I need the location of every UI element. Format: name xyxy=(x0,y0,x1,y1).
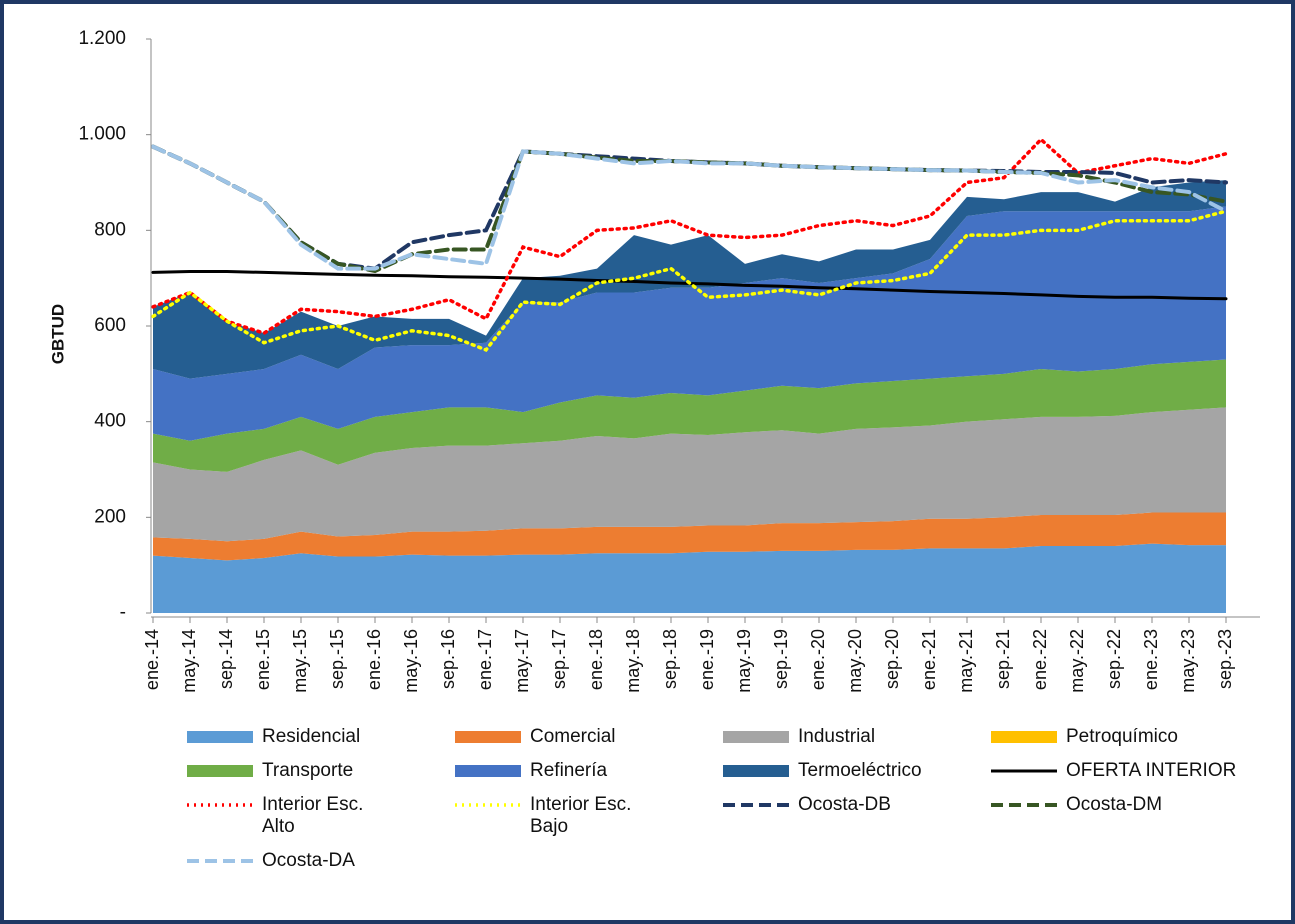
x-tick-label: sep.-14 xyxy=(216,629,236,689)
x-tick-label: may.-17 xyxy=(512,629,532,693)
area-segment xyxy=(153,543,1226,613)
x-tick-label: ene.-16 xyxy=(364,629,384,690)
legend-label: Ocosta-DA xyxy=(262,850,355,871)
legend-item: Ocosta-DM xyxy=(988,794,1264,838)
legend-item: Residencial xyxy=(184,726,452,748)
x-tick-label: may.-18 xyxy=(623,629,643,693)
y-tick-label: - xyxy=(120,602,126,623)
x-tick-label: sep.-22 xyxy=(1104,629,1124,689)
x-tick-label: ene.-21 xyxy=(919,629,939,690)
x-tick-label: may.-15 xyxy=(290,629,310,693)
legend-label: Comercial xyxy=(530,726,616,747)
x-tick-label: sep.-23 xyxy=(1215,629,1235,689)
x-tick-label: ene.-23 xyxy=(1141,629,1161,690)
x-tick-label: may.-22 xyxy=(1067,629,1087,693)
legend-swatch xyxy=(991,769,1057,773)
area-segment xyxy=(153,512,1226,561)
legend-label: Transporte xyxy=(262,760,354,781)
x-tick-label: may.-23 xyxy=(1178,629,1198,693)
legend-swatch xyxy=(723,803,789,807)
legend-swatch xyxy=(455,765,521,777)
x-tick-label: may.-20 xyxy=(845,629,865,693)
legend-swatch xyxy=(723,765,789,777)
legend-item: Interior Esc. Alto xyxy=(184,794,452,838)
x-tick-label: ene.-22 xyxy=(1030,629,1050,690)
chart: GBTUD - 200 400 600 800 1.000 1.200 ene.-14 may.… xyxy=(48,28,1260,693)
x-tick-label: sep.-17 xyxy=(549,629,569,689)
x-tick-label: ene.-17 xyxy=(475,629,495,690)
x-tick-label: may.-21 xyxy=(956,629,976,693)
legend-label: Residencial xyxy=(262,726,361,747)
x-tick-label: ene.-18 xyxy=(586,629,606,690)
x-tick-label: sep.-19 xyxy=(771,629,791,689)
x-tick-label: sep.-21 xyxy=(993,629,1013,689)
legend-item: Transporte xyxy=(184,760,452,782)
legend-swatch xyxy=(723,731,789,743)
x-tick-label: ene.-19 xyxy=(697,629,717,690)
x-tick-label: may.-14 xyxy=(179,629,199,693)
x-tick-label: sep.-15 xyxy=(327,629,347,689)
legend-label: Interior Esc. Alto xyxy=(262,794,364,837)
legend-item: Industrial xyxy=(720,726,988,748)
legend-swatch xyxy=(187,765,253,777)
legend: Residencial Comercial Industrial Petroquími… xyxy=(184,726,1264,872)
x-tick-label: may.-16 xyxy=(401,629,421,693)
y-tick-label: 800 xyxy=(94,219,126,240)
legend-swatch xyxy=(455,731,521,743)
legend-label: Ocosta-DM xyxy=(1066,794,1163,815)
legend-label: Ocosta-DB xyxy=(798,794,891,815)
legend-item: Interior Esc. Bajo xyxy=(452,794,720,838)
legend-item: OFERTA INTERIOR xyxy=(988,760,1264,782)
x-tick-label: ene.-20 xyxy=(808,629,828,690)
x-tick-label: ene.-15 xyxy=(253,629,273,690)
x-tick-label: may.-19 xyxy=(734,629,754,693)
y-axis-label: GBTUD xyxy=(48,304,67,364)
y-tick-label: 400 xyxy=(94,411,126,432)
area-segment xyxy=(153,407,1226,542)
x-tick-label: sep.-20 xyxy=(882,629,902,689)
legend-label: Petroquímico xyxy=(1066,726,1178,747)
y-tick-label: 1.000 xyxy=(78,124,126,145)
x-tick-label: sep.-16 xyxy=(438,629,458,689)
legend-swatch xyxy=(991,803,1057,807)
area-segment xyxy=(153,206,1226,441)
area-segment xyxy=(153,180,1226,379)
x-tick-label: ene.-14 xyxy=(142,629,162,690)
x-tick-label: sep.-18 xyxy=(660,629,680,689)
legend-label: Interior Esc. Bajo xyxy=(530,794,632,837)
legend-item: Ocosta-DB xyxy=(720,794,988,838)
y-tick-label: 1.200 xyxy=(78,28,126,49)
y-tick-label: 200 xyxy=(94,506,126,527)
y-tick-label: 600 xyxy=(94,315,126,336)
legend-swatch xyxy=(991,731,1057,743)
legend-label: OFERTA INTERIOR xyxy=(1066,760,1237,781)
line-series xyxy=(151,144,1228,271)
legend-item: Ocosta-DA xyxy=(184,850,452,872)
legend-swatch xyxy=(187,803,253,807)
legend-item: Comercial xyxy=(452,726,720,748)
legend-label: Termoeléctrico xyxy=(798,760,922,781)
legend-label: Refinería xyxy=(530,760,608,781)
legend-swatch xyxy=(187,859,253,863)
line-series xyxy=(151,137,1228,336)
legend-item: Petroquímico xyxy=(988,726,1264,748)
area-segment xyxy=(153,359,1226,472)
legend-item: Termoeléctrico xyxy=(720,760,988,782)
legend-item: Refinería xyxy=(452,760,720,782)
legend-label: Industrial xyxy=(798,726,876,747)
legend-swatch xyxy=(187,731,253,743)
line-series xyxy=(151,209,1228,353)
legend-swatch xyxy=(455,803,521,807)
